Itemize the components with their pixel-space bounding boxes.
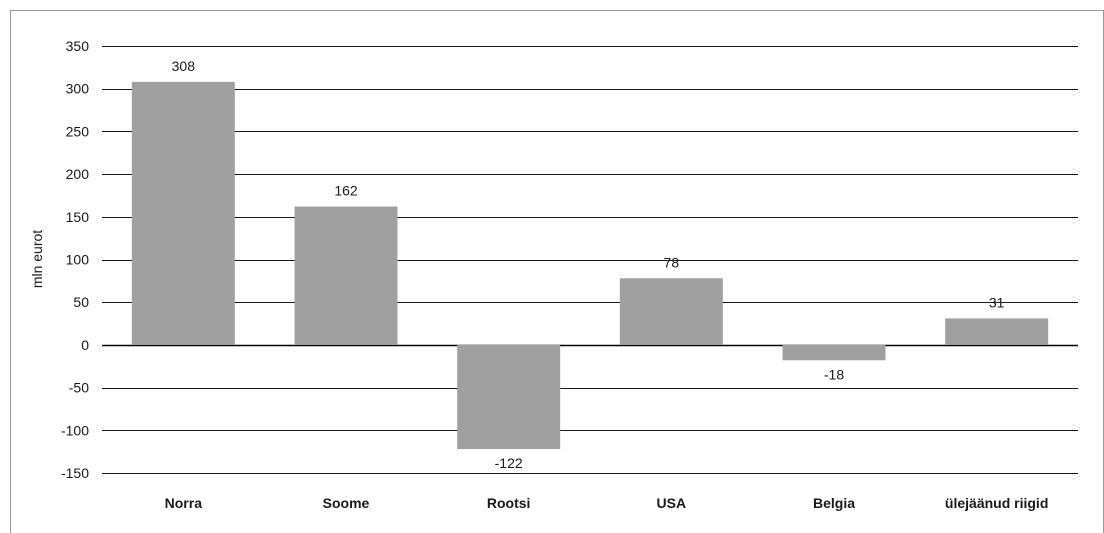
data-label: -122 <box>495 455 523 471</box>
x-axis-ticks: Norra Soome Rootsi USA Belgia ülejäänud riigi… <box>165 495 1049 511</box>
y-tick-label: 300 <box>66 81 90 97</box>
data-label: -18 <box>824 366 844 382</box>
bar-ülejäänud-riigid <box>945 318 1049 345</box>
y-axis-label: mln eurot <box>29 230 45 288</box>
y-tick-label: 50 <box>73 294 89 310</box>
x-tick-label: Soome <box>323 495 370 511</box>
data-label: 31 <box>989 294 1005 310</box>
data-label: 308 <box>172 58 196 74</box>
x-tick-label: Rootsi <box>487 495 531 511</box>
data-labels: 308 162 -122 78 -18 31 <box>172 58 1005 471</box>
data-label: 78 <box>664 254 680 270</box>
x-tick-label: Norra <box>165 495 203 511</box>
bar-belgia <box>782 344 886 361</box>
bar-usa <box>619 278 723 345</box>
x-tick-label: ülejäänud riigid <box>945 495 1048 511</box>
gridlines <box>102 46 1078 474</box>
bar-rootsi <box>457 344 561 450</box>
y-tick-label: 150 <box>66 209 90 225</box>
bar-soome <box>294 206 398 345</box>
y-tick-label: 0 <box>81 337 89 353</box>
x-tick-label: USA <box>657 495 687 511</box>
x-tick-label: Belgia <box>813 495 855 511</box>
y-tick-label: 350 <box>66 38 90 54</box>
y-tick-label: -100 <box>61 422 89 438</box>
y-tick-label: -150 <box>61 465 89 481</box>
y-tick-label: -50 <box>69 380 89 396</box>
y-axis-ticks: 350 300 250 200 150 100 50 0 -50 -100 -150 <box>61 38 89 481</box>
data-label: 162 <box>334 183 358 199</box>
y-tick-label: 250 <box>66 123 90 139</box>
y-tick-label: 100 <box>66 252 90 268</box>
y-tick-label: 200 <box>66 166 90 182</box>
bars <box>131 81 1049 450</box>
bar-norra <box>131 81 235 345</box>
